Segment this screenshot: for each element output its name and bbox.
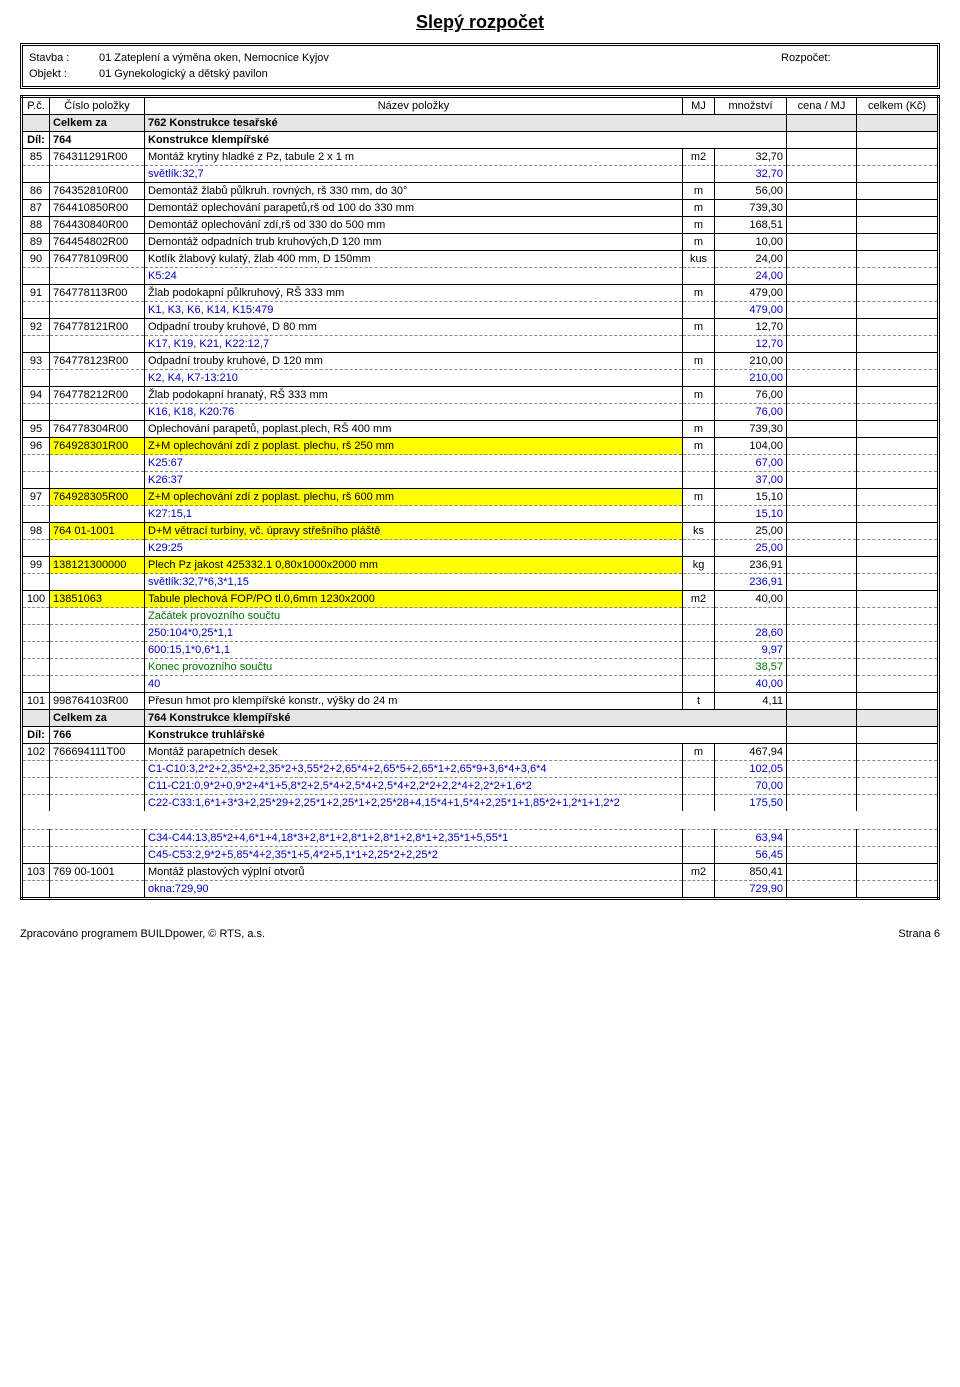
table-row: Konec provozního součtu38,57	[22, 659, 939, 676]
table-row: K29:2525,00	[22, 540, 939, 557]
table-row: Celkem za764 Konstrukce klempířské	[22, 710, 939, 727]
footer: Zpracováno programem BUILDpower, © RTS, …	[20, 928, 940, 940]
document-title: Slepý rozpočet	[20, 12, 940, 33]
table-row: 250:104*0,25*1,128,60	[22, 625, 939, 642]
table-row: 99138121300000Plech Pz jakost 425332.1 0…	[22, 557, 939, 574]
table-row: 101998764103R00Přesun hmot pro klempířsk…	[22, 693, 939, 710]
table-row: K17, K19, K21, K22:12,712,70	[22, 336, 939, 353]
table-row: 94764778212R00Žlab podokapní hranatý, RŠ…	[22, 387, 939, 404]
header-mj: MJ	[683, 97, 715, 115]
header-pc: P.č.	[22, 97, 50, 115]
table-row: 86764352810R00Demontáž žlabů půlkruh. ro…	[22, 183, 939, 200]
header-nazev: Název položky	[145, 97, 683, 115]
stavba-label: Stavba :	[29, 50, 99, 66]
table-row: 85764311291R00Montáž krytiny hladké z Pz…	[22, 149, 939, 166]
table-row: 89764454802R00Demontáž odpadních trub kr…	[22, 234, 939, 251]
table-row: světlík:32,732,70	[22, 166, 939, 183]
table-row	[22, 811, 939, 829]
footer-left: Zpracováno programem BUILDpower, © RTS, …	[20, 928, 265, 940]
table-row: C45-C53:2,9*2+5,85*4+2,35*1+5,4*2+5,1*1+…	[22, 846, 939, 863]
table-row: 103769 00-1001Montáž plastových výplní o…	[22, 863, 939, 880]
table-row: 102766694111T00Montáž parapetních desekm…	[22, 744, 939, 761]
table-row: 87764410850R00Demontáž oplechování parap…	[22, 200, 939, 217]
table-row: Celkem za762 Konstrukce tesařské	[22, 115, 939, 132]
header-celkem: celkem (Kč)	[857, 97, 939, 115]
objekt-label: Objekt :	[29, 66, 99, 82]
stavba-value: 01 Zateplení a výměna oken, Nemocnice Ky…	[99, 50, 781, 66]
table-row: K27:15,115,10	[22, 506, 939, 523]
objekt-value: 01 Gynekologický a dětský pavilon	[99, 66, 781, 82]
rozpocet-label: Rozpočet:	[781, 50, 931, 66]
table-row: 90764778109R00Kotlík žlabový kulatý, žla…	[22, 251, 939, 268]
table-row: K25:6767,00	[22, 455, 939, 472]
table-row: světlík:32,7*6,3*1,15236,91	[22, 574, 939, 591]
table-row: 92764778121R00Odpadní trouby kruhové, D …	[22, 319, 939, 336]
table-header-row: P.č. Číslo položky Název položky MJ množ…	[22, 97, 939, 115]
header-cislo: Číslo položky	[50, 97, 145, 115]
budget-table: P.č. Číslo položky Název položky MJ množ…	[20, 95, 940, 900]
table-row: 98764 01-1001D+M větrací turbíny, vč. úp…	[22, 523, 939, 540]
table-row: 97764928305R00Z+M oplechování zdí z popl…	[22, 489, 939, 506]
table-row: K5:2424,00	[22, 268, 939, 285]
table-row: Díl:766Konstrukce truhlářské	[22, 727, 939, 744]
header-mnozstvi: množství	[715, 97, 787, 115]
table-row: C11-C21:0,9*2+0,9*2+4*1+5,8*2+2,5*4+2,5*…	[22, 778, 939, 795]
table-row: 95764778304R00Oplechování parapetů, popl…	[22, 421, 939, 438]
footer-right: Strana 6	[898, 928, 940, 940]
header-cena: cena / MJ	[787, 97, 857, 115]
table-row: K1, K3, K6, K14, K15:479479,00	[22, 302, 939, 319]
table-row: K16, K18, K20:7676,00	[22, 404, 939, 421]
table-row: 10013851063Tabule plechová FOP/PO tl.0,6…	[22, 591, 939, 608]
table-row: 4040,00	[22, 676, 939, 693]
table-row: K2, K4, K7-13:210210,00	[22, 370, 939, 387]
table-row: okna:729,90729,90	[22, 880, 939, 898]
header-box: Stavba : Objekt : 01 Zateplení a výměna …	[20, 43, 940, 89]
table-row: K26:3737,00	[22, 472, 939, 489]
table-row: C34-C44:13,85*2+4,6*1+4,18*3+2,8*1+2,8*1…	[22, 829, 939, 846]
table-row: 96764928301R00Z+M oplechování zdí z popl…	[22, 438, 939, 455]
table-row: Začátek provozního součtu	[22, 608, 939, 625]
table-row: C1-C10:3,2*2+2,35*2+2,35*2+3,55*2+2,65*4…	[22, 761, 939, 778]
table-row: 600:15,1*0,6*1,19,97	[22, 642, 939, 659]
table-row: 88764430840R00Demontáž oplechování zdí,r…	[22, 217, 939, 234]
table-row: 91764778113R00Žlab podokapní půlkruhový,…	[22, 285, 939, 302]
table-row: C22-C33:1,6*1+3*3+2,25*29+2,25*1+2,25*1+…	[22, 795, 939, 812]
table-row: Díl:764Konstrukce klempířské	[22, 132, 939, 149]
table-row: 93764778123R00Odpadní trouby kruhové, D …	[22, 353, 939, 370]
